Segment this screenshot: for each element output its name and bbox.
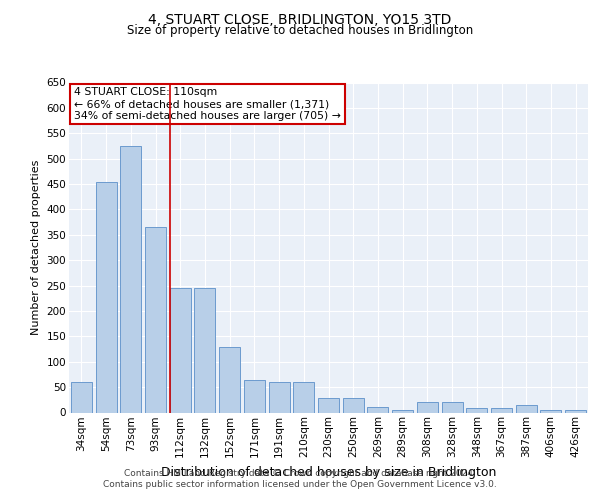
Bar	[170, 288, 191, 412]
Bar	[417, 402, 438, 412]
Bar	[392, 410, 413, 412]
Bar	[318, 398, 339, 412]
Bar	[71, 382, 92, 412]
Bar	[293, 382, 314, 412]
Bar	[466, 408, 487, 412]
Bar	[367, 408, 388, 412]
Bar	[442, 402, 463, 412]
Bar	[516, 405, 537, 412]
Bar	[541, 410, 562, 412]
Y-axis label: Number of detached properties: Number of detached properties	[31, 160, 41, 335]
Bar	[565, 410, 586, 412]
Bar	[269, 382, 290, 412]
X-axis label: Distribution of detached houses by size in Bridlington: Distribution of detached houses by size …	[161, 466, 496, 478]
Bar	[194, 288, 215, 412]
Text: Size of property relative to detached houses in Bridlington: Size of property relative to detached ho…	[127, 24, 473, 37]
Bar	[219, 346, 240, 412]
Text: 4, STUART CLOSE, BRIDLINGTON, YO15 3TD: 4, STUART CLOSE, BRIDLINGTON, YO15 3TD	[148, 12, 452, 26]
Text: Contains HM Land Registry data © Crown copyright and database right 2024.: Contains HM Land Registry data © Crown c…	[124, 468, 476, 477]
Bar	[145, 227, 166, 412]
Bar	[343, 398, 364, 412]
Bar	[120, 146, 141, 412]
Bar	[244, 380, 265, 412]
Bar	[95, 182, 116, 412]
Text: Contains public sector information licensed under the Open Government Licence v3: Contains public sector information licen…	[103, 480, 497, 489]
Text: 4 STUART CLOSE: 110sqm
← 66% of detached houses are smaller (1,371)
34% of semi-: 4 STUART CLOSE: 110sqm ← 66% of detached…	[74, 88, 341, 120]
Bar	[491, 408, 512, 412]
